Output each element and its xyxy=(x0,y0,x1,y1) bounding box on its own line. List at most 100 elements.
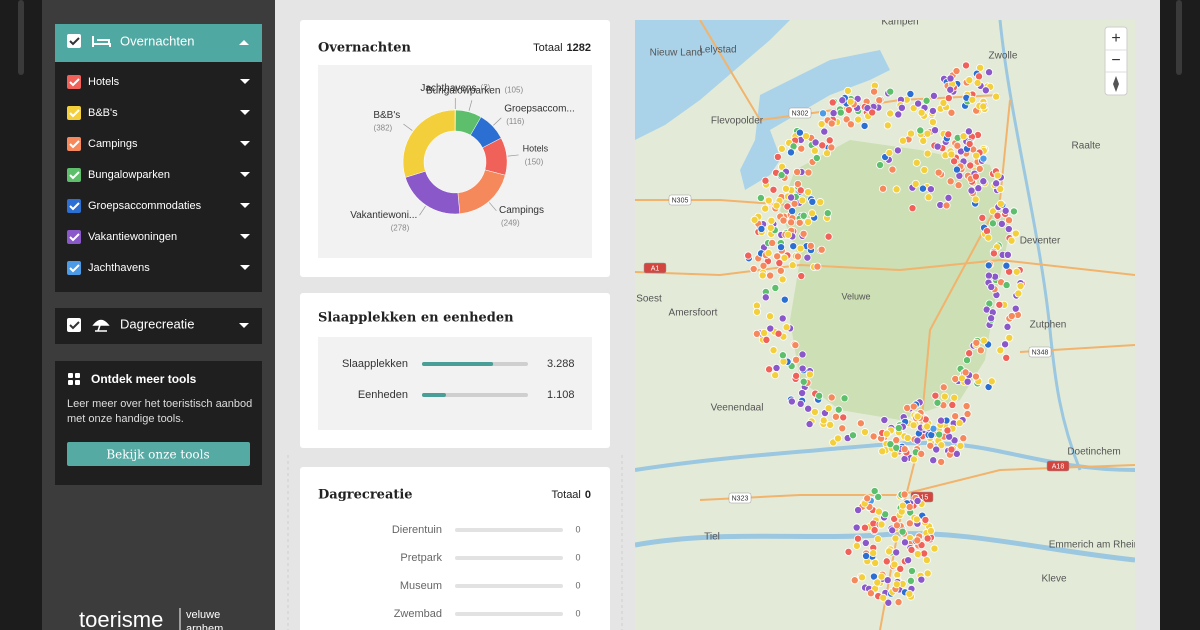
map-marker[interactable] xyxy=(803,253,812,262)
map-marker[interactable] xyxy=(863,494,872,503)
map-marker[interactable] xyxy=(1003,250,1012,259)
checkbox[interactable] xyxy=(67,261,81,275)
map-marker[interactable] xyxy=(922,556,931,565)
map-marker[interactable] xyxy=(760,328,769,337)
checkbox[interactable] xyxy=(67,168,81,182)
map-marker[interactable] xyxy=(940,392,949,401)
map-marker[interactable] xyxy=(795,128,804,137)
zoom-in[interactable]: + xyxy=(1111,30,1120,47)
map-marker[interactable] xyxy=(946,177,955,186)
map-marker[interactable] xyxy=(766,312,775,321)
map-marker[interactable] xyxy=(834,405,843,414)
map-marker[interactable] xyxy=(1003,322,1012,331)
map-marker[interactable] xyxy=(761,204,770,213)
map-marker[interactable] xyxy=(905,589,914,598)
map-marker[interactable] xyxy=(912,158,921,167)
map-marker[interactable] xyxy=(947,150,956,159)
map-marker[interactable] xyxy=(975,72,984,81)
map-marker[interactable] xyxy=(934,168,943,177)
map-marker[interactable] xyxy=(912,515,921,524)
map-marker[interactable] xyxy=(828,98,837,107)
map-marker[interactable] xyxy=(816,198,825,207)
map-marker[interactable] xyxy=(804,217,813,226)
map-marker[interactable] xyxy=(993,171,1002,180)
map-marker[interactable] xyxy=(892,443,901,452)
map-marker[interactable] xyxy=(877,520,886,529)
map-marker[interactable] xyxy=(892,436,901,445)
map-marker[interactable] xyxy=(992,179,1001,188)
map-marker[interactable] xyxy=(1014,289,1023,298)
map-marker[interactable] xyxy=(798,364,807,373)
map-marker[interactable] xyxy=(860,523,869,532)
map-marker[interactable] xyxy=(933,398,942,407)
map-marker[interactable] xyxy=(956,441,965,450)
map-marker[interactable] xyxy=(886,109,895,118)
map-marker[interactable] xyxy=(1002,261,1011,270)
map-marker[interactable] xyxy=(777,171,786,180)
map-marker[interactable] xyxy=(886,87,895,96)
map-marker[interactable] xyxy=(880,416,889,425)
map-marker[interactable] xyxy=(781,184,790,193)
map-marker[interactable] xyxy=(819,109,828,118)
map-marker[interactable] xyxy=(823,209,832,218)
map-marker[interactable] xyxy=(898,501,907,510)
map-marker[interactable] xyxy=(777,243,786,252)
map-marker[interactable] xyxy=(979,177,988,186)
map-marker[interactable] xyxy=(922,96,931,105)
map-marker[interactable] xyxy=(984,261,993,270)
map-marker[interactable] xyxy=(878,447,887,456)
map-marker[interactable] xyxy=(908,204,917,213)
caret-up[interactable] xyxy=(239,40,249,45)
map-marker[interactable] xyxy=(829,109,838,118)
map-marker[interactable] xyxy=(987,377,996,386)
map-marker[interactable] xyxy=(937,441,946,450)
map-marker[interactable] xyxy=(919,136,928,145)
map-marker[interactable] xyxy=(808,209,817,218)
caret-down[interactable] xyxy=(239,323,249,328)
map-marker[interactable] xyxy=(1007,312,1016,321)
map-marker[interactable] xyxy=(827,143,836,152)
map-marker[interactable] xyxy=(981,86,990,95)
map-marker[interactable] xyxy=(952,67,961,76)
map-marker[interactable] xyxy=(797,272,806,281)
map-marker[interactable] xyxy=(804,168,813,177)
map-marker[interactable] xyxy=(974,184,983,193)
map-marker[interactable] xyxy=(846,120,855,129)
map-marker[interactable] xyxy=(818,141,827,150)
map-marker[interactable] xyxy=(750,215,759,224)
map-marker[interactable] xyxy=(959,434,968,443)
map-marker[interactable] xyxy=(812,154,821,163)
map-marker[interactable] xyxy=(903,433,912,442)
map-marker[interactable] xyxy=(929,456,938,465)
map-marker[interactable] xyxy=(854,506,863,515)
map-marker[interactable] xyxy=(947,108,956,117)
map-marker[interactable] xyxy=(944,94,953,103)
map-marker[interactable] xyxy=(950,393,959,402)
map-marker[interactable] xyxy=(842,115,851,124)
compass[interactable] xyxy=(1113,76,1119,92)
map-marker[interactable] xyxy=(788,207,797,216)
map-marker[interactable] xyxy=(929,91,938,100)
map-marker[interactable] xyxy=(900,490,909,499)
map-marker[interactable] xyxy=(913,412,922,421)
map-marker[interactable] xyxy=(874,492,883,501)
map-marker[interactable] xyxy=(1004,216,1013,225)
panel-header[interactable] xyxy=(55,24,262,62)
map-marker[interactable] xyxy=(894,110,903,119)
map-marker[interactable] xyxy=(766,223,775,232)
map-marker[interactable] xyxy=(909,455,918,464)
map-marker[interactable] xyxy=(870,526,879,535)
map-marker[interactable] xyxy=(935,430,944,439)
map-marker[interactable] xyxy=(796,244,805,253)
map-marker[interactable] xyxy=(1004,225,1013,234)
map-marker[interactable] xyxy=(844,547,853,556)
map-marker[interactable] xyxy=(764,196,773,205)
map-marker[interactable] xyxy=(823,149,832,158)
map-marker[interactable] xyxy=(796,186,805,195)
map-marker[interactable] xyxy=(827,393,836,402)
map-marker[interactable] xyxy=(787,193,796,202)
map-marker[interactable] xyxy=(987,314,996,323)
map-marker[interactable] xyxy=(963,409,972,418)
map-marker[interactable] xyxy=(870,87,879,96)
checkbox[interactable] xyxy=(67,318,81,332)
